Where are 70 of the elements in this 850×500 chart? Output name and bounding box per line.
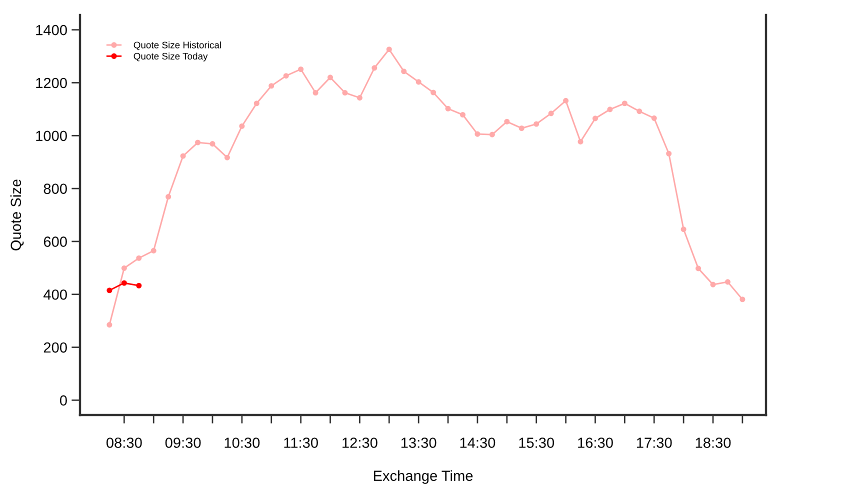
point: [518, 125, 524, 132]
point: [327, 74, 334, 80]
y-tick-label: 1000: [36, 130, 67, 142]
point: [724, 279, 731, 285]
point: [268, 83, 274, 89]
point: [460, 112, 466, 118]
y-tick-label: 600: [44, 236, 67, 247]
x-tick-label: 14:30: [460, 438, 496, 448]
point: [150, 248, 156, 254]
x-tick-label: 12:30: [342, 438, 378, 448]
point: [636, 108, 642, 114]
y-tick-label: 0: [60, 395, 67, 406]
point: [680, 226, 686, 232]
x-tick-label: 15:30: [519, 438, 554, 448]
point: [416, 79, 422, 85]
point: [504, 118, 510, 124]
point: [194, 140, 201, 146]
x-tick-label: 09:30: [165, 438, 201, 448]
point: [666, 150, 672, 156]
x-tick-label: 17:30: [636, 438, 672, 448]
point: [166, 194, 172, 200]
point: [106, 322, 112, 328]
point: [740, 296, 746, 302]
y-tick-label: 1400: [36, 24, 67, 36]
x-tick-label: 16:30: [578, 438, 613, 448]
point: [592, 116, 598, 122]
y-tick-label: 200: [44, 342, 67, 353]
y-axis-title: Quote Size: [10, 180, 24, 250]
point: [710, 282, 716, 288]
y-tick-label: 400: [44, 289, 67, 300]
point: [489, 132, 495, 138]
point: [121, 265, 127, 271]
point: [254, 100, 260, 106]
point: [474, 131, 480, 137]
x-tick-label: 13:30: [401, 438, 436, 448]
y-tick-label: 800: [44, 184, 67, 194]
point: [342, 90, 348, 96]
point: [136, 255, 142, 261]
point: [386, 46, 392, 52]
point: [578, 138, 584, 144]
point: [298, 66, 304, 72]
point: [607, 106, 613, 112]
point: [622, 100, 628, 106]
point: [534, 121, 540, 127]
point: [239, 123, 245, 129]
legend-label: Quote Size Historical: [134, 41, 221, 50]
point: [548, 110, 554, 116]
point: [106, 288, 112, 294]
point: [121, 280, 127, 286]
y-tick-label: 1200: [36, 78, 67, 88]
legend-label: Quote Size Today: [134, 52, 208, 62]
point: [430, 90, 436, 96]
x-tick-label: 10:30: [224, 438, 260, 448]
x-axis-title: Exchange Time: [374, 470, 473, 484]
point: [563, 98, 569, 104]
point: [136, 282, 142, 288]
point: [651, 115, 657, 121]
point: [224, 154, 230, 160]
x-tick-label: 11:30: [284, 438, 318, 448]
point: [180, 153, 186, 159]
point: [356, 95, 362, 101]
point: [283, 73, 289, 79]
x-tick-label: 18:30: [696, 438, 731, 448]
x-tick-label: 08:30: [106, 438, 142, 448]
point: [312, 90, 318, 96]
point: [372, 65, 378, 71]
point: [445, 106, 451, 112]
point: [696, 266, 702, 272]
point: [401, 68, 407, 74]
point: [210, 141, 216, 147]
